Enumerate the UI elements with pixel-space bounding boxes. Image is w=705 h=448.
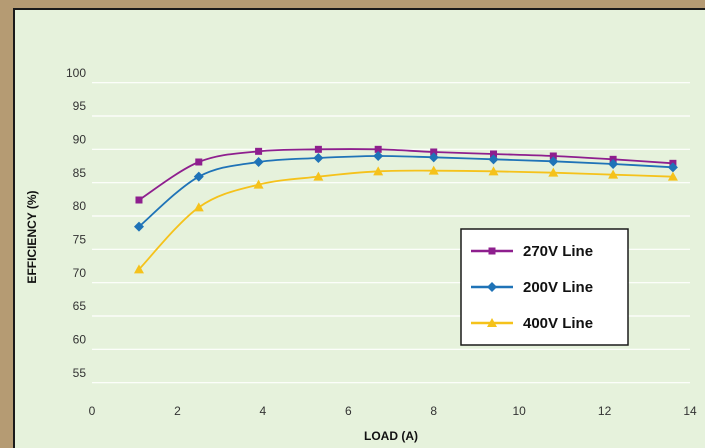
y-tick-label: 55 — [73, 366, 87, 380]
marker — [315, 146, 322, 153]
y-tick-label: 85 — [73, 166, 87, 180]
x-tick-label: 6 — [345, 404, 352, 418]
y-tick-label: 95 — [73, 99, 87, 113]
y-tick-label: 80 — [73, 199, 87, 213]
page: LOAD (A) EFFICIENCY (%) 5560657075808590… — [0, 0, 705, 448]
y-tick-label: 90 — [73, 133, 87, 147]
x-tick-label: 8 — [430, 404, 437, 418]
marker — [195, 159, 202, 166]
y-tick-label: 100 — [66, 66, 86, 80]
y-tick-label: 60 — [73, 333, 87, 347]
legend-label: 400V Line — [523, 315, 593, 332]
y-tick-label: 70 — [73, 266, 87, 280]
y-axis-label: EFFICIENCY (%) — [25, 190, 39, 283]
legend-label: 270V Line — [523, 243, 593, 260]
y-tick-label: 65 — [73, 299, 87, 313]
marker — [489, 248, 496, 255]
x-tick-label: 10 — [512, 404, 526, 418]
x-tick-label: 0 — [89, 404, 96, 418]
x-tick-label: 4 — [260, 404, 267, 418]
x-tick-label: 2 — [174, 404, 181, 418]
y-tick-label: 75 — [73, 233, 87, 247]
x-tick-label: 14 — [683, 404, 697, 418]
legend-label: 200V Line — [523, 279, 593, 296]
marker — [255, 148, 262, 155]
x-axis-label: LOAD (A) — [364, 429, 418, 443]
marker — [135, 197, 142, 204]
x-tick-label: 12 — [598, 404, 612, 418]
chart: LOAD (A) EFFICIENCY (%) 5560657075808590… — [0, 0, 705, 448]
